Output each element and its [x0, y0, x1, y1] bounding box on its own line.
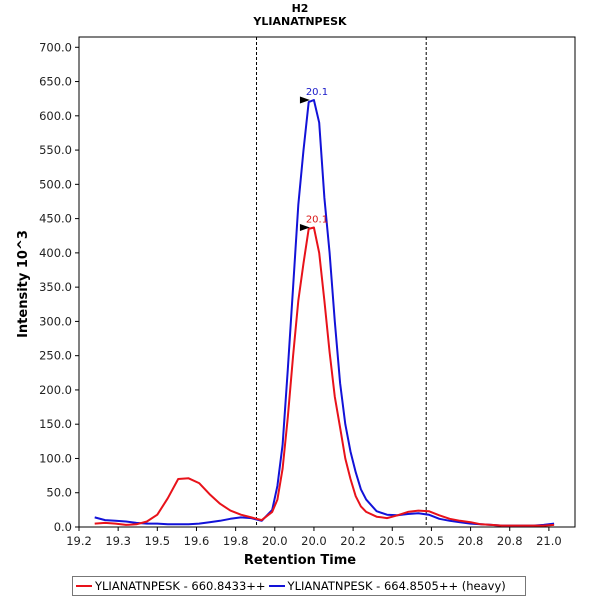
- x-tick-label: 20.5: [419, 534, 445, 548]
- x-tick-label: 19.3: [105, 534, 131, 548]
- x-tick-label: 19.8: [223, 534, 249, 548]
- y-tick-label: 450.0: [39, 212, 72, 226]
- legend: YLIANATNPESK - 660.8433++ YLIANATNPESK -…: [72, 576, 526, 596]
- legend-swatch-heavy: [268, 585, 285, 587]
- y-tick-label: 50.0: [46, 486, 72, 500]
- x-tick-label: 21.0: [536, 534, 562, 548]
- chart-title: H2: [291, 2, 309, 15]
- axes-layer: 0.0 50.0 100.0 150.0 200.0 250.0 300.0 350.0 400…: [39, 36, 576, 548]
- x-tick-label: 20.8: [497, 534, 523, 548]
- apex-label: 20.1: [306, 215, 328, 226]
- x-tick-label: 19.2: [66, 534, 92, 548]
- y-tick-label: 150.0: [39, 417, 72, 431]
- series-line-heavy: [94, 99, 555, 527]
- x-tick-label: 20.0: [262, 534, 288, 548]
- y-tick-label: 600.0: [39, 109, 72, 123]
- y-tick-label: 700.0: [39, 40, 72, 54]
- y-tick-label: 100.0: [39, 451, 72, 465]
- y-tick-label: 350.0: [39, 280, 72, 294]
- apex-label: 20.1: [306, 87, 328, 98]
- legend-swatch-light: [76, 585, 92, 587]
- legend-label-light: YLIANATNPESK - 660.8433++: [95, 579, 266, 593]
- peak-boundaries: [256, 37, 427, 527]
- apex-marker: [299, 224, 310, 232]
- x-tick-label: 20.8: [458, 534, 484, 548]
- legend-label-heavy: YLIANATNPESK - 664.8505++ (heavy): [287, 579, 506, 593]
- y-tick-label: 300.0: [39, 314, 72, 328]
- x-tick-label: 19.5: [145, 534, 171, 548]
- y-tick-label: 550.0: [39, 143, 72, 157]
- chart-subtitle: YLIANATNPESK: [253, 15, 347, 28]
- legend-item-heavy: YLIANATNPESK - 664.8505++ (heavy): [268, 579, 506, 593]
- x-tick-label: 20.5: [379, 534, 405, 548]
- y-tick-label: 500.0: [39, 177, 72, 191]
- series-layer: [94, 99, 555, 527]
- x-axis-label: Retention Time: [244, 553, 356, 568]
- x-tick-label: 19.6: [184, 534, 210, 548]
- plot-frame: [78, 36, 576, 528]
- series-line-light: [94, 226, 555, 527]
- y-tick-label: 400.0: [39, 246, 72, 260]
- x-tick-label: 20.0: [301, 534, 327, 548]
- y-tick-label: 650.0: [39, 75, 72, 89]
- y-tick-label: 0.0: [54, 520, 72, 534]
- y-tick-label: 250.0: [39, 349, 72, 363]
- annotations-layer: 20.1 20.1: [299, 87, 328, 232]
- y-tick-label: 200.0: [39, 383, 72, 397]
- apex-marker: [299, 96, 310, 104]
- x-tick-label: 20.2: [340, 534, 366, 548]
- legend-item-light: YLIANATNPESK - 660.8433++: [76, 579, 266, 593]
- y-axis-label: Intensity 10^3: [16, 230, 31, 338]
